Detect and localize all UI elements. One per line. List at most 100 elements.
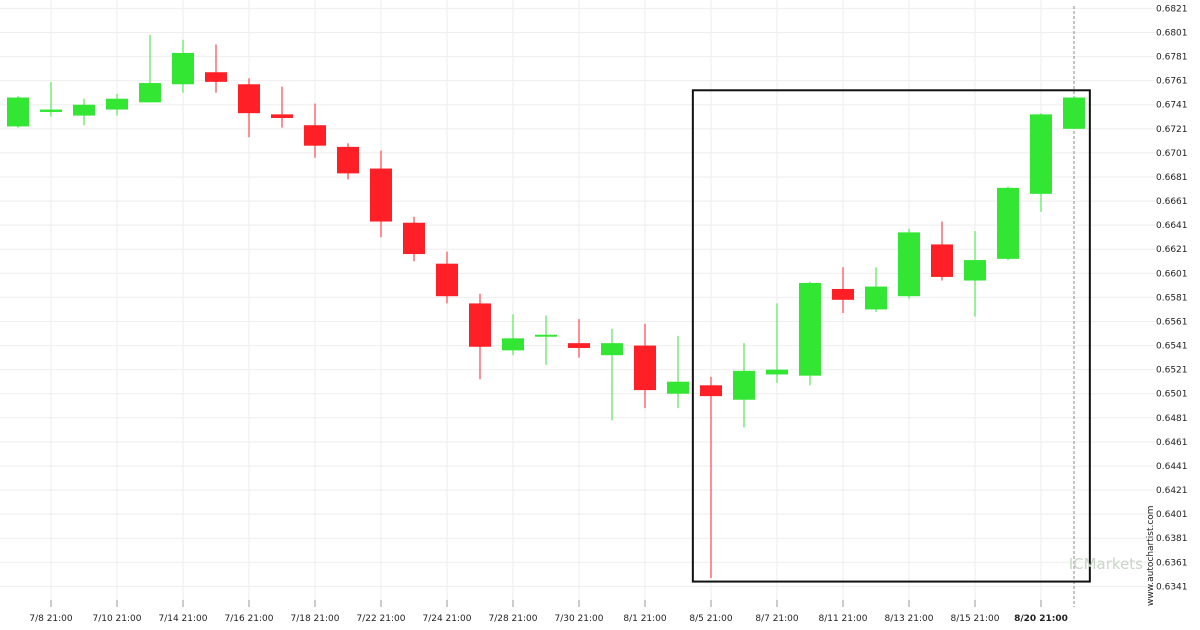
x-tick-label: 7/10 21:00	[92, 614, 141, 624]
candle-body	[502, 338, 524, 351]
candle-body	[535, 334, 557, 337]
candle-bullish	[139, 34, 161, 103]
y-tick-label: 0.6581	[1156, 293, 1188, 303]
candle-bearish	[469, 293, 491, 380]
candle-body	[304, 125, 326, 146]
candle-body	[634, 345, 656, 391]
y-tick-label: 0.6701	[1156, 149, 1188, 159]
x-tick-label: 8/1 21:00	[623, 614, 667, 624]
candle-body	[271, 114, 293, 118]
candle-bullish	[40, 81, 62, 117]
y-tick-label: 0.6461	[1156, 438, 1188, 448]
x-tick-label: 7/30 21:00	[554, 614, 603, 624]
highlight-box	[691, 89, 1091, 583]
x-tick-label: 7/28 21:00	[488, 614, 537, 624]
y-tick-label: 0.6341	[1156, 582, 1188, 592]
y-tick-label: 0.6561	[1156, 317, 1188, 327]
x-tick-label: 8/5 21:00	[689, 614, 733, 624]
y-tick-label: 0.6821	[1156, 4, 1188, 14]
candle-bullish	[997, 186, 1019, 261]
candle-bearish	[700, 376, 722, 578]
y-tick-label: 0.6661	[1156, 197, 1188, 207]
candle-bearish	[304, 103, 326, 158]
candle-bearish	[568, 319, 590, 358]
candle-bullish	[898, 228, 920, 299]
candle-body	[1030, 114, 1052, 194]
candle-bullish	[964, 231, 986, 317]
y-tick-label: 0.6401	[1156, 510, 1188, 520]
candle-body	[601, 343, 623, 356]
candle-body	[733, 370, 755, 400]
y-tick-label: 0.6361	[1156, 558, 1188, 568]
x-tick-label: 7/24 21:00	[422, 614, 471, 624]
candle-bullish	[535, 315, 557, 365]
y-tick-label: 0.6741	[1156, 101, 1188, 111]
y-tick-label: 0.6761	[1156, 77, 1188, 87]
candle-bearish	[436, 251, 458, 304]
y-tick-label: 0.6421	[1156, 486, 1188, 496]
grid-lines	[0, 0, 1155, 607]
candle-body	[1063, 97, 1085, 129]
candle-body	[700, 385, 722, 397]
candle-bullish	[766, 303, 788, 383]
candle-bullish	[1030, 113, 1052, 212]
candle-body	[172, 52, 194, 85]
x-tick-label: 7/8 21:00	[29, 614, 73, 624]
x-axis-labels: 7/8 21:00 7/10 21:00 7/14 21:00 7/16 21:00 7…	[29, 614, 1068, 624]
candle-body	[766, 369, 788, 375]
candle-bullish	[865, 267, 887, 312]
candle-bullish	[601, 328, 623, 421]
candle-bullish	[1063, 96, 1085, 129]
candles	[7, 34, 1085, 578]
x-tick-label: 8/20 21:00	[1014, 614, 1068, 624]
candle-body	[40, 109, 62, 112]
y-tick-label: 0.6801	[1156, 28, 1188, 38]
candle-bearish	[832, 267, 854, 314]
candle-body	[964, 260, 986, 281]
watermark-text: ICMarkets	[1069, 555, 1143, 573]
x-tick-label: 7/14 21:00	[158, 614, 207, 624]
candle-bullish	[172, 39, 194, 93]
x-tick-label: 8/11 21:00	[818, 614, 867, 624]
y-tick-label: 0.6781	[1156, 53, 1188, 63]
candle-bullish	[73, 98, 95, 126]
candle-body	[205, 72, 227, 82]
candle-body	[238, 84, 260, 114]
y-tick-label: 0.6521	[1156, 366, 1188, 376]
y-tick-label: 0.6641	[1156, 221, 1188, 231]
candle-bearish	[271, 86, 293, 128]
candle-bearish	[370, 150, 392, 238]
candle-body	[106, 98, 128, 110]
y-tick-label: 0.6601	[1156, 269, 1188, 279]
candle-body	[370, 168, 392, 222]
watermark: ICMarkets	[1069, 555, 1143, 573]
candle-body	[997, 187, 1019, 259]
candle-body	[403, 222, 425, 255]
y-tick-label: 0.6681	[1156, 173, 1188, 183]
candle-body	[898, 232, 920, 297]
candle-bearish	[238, 78, 260, 138]
y-tick-label: 0.6621	[1156, 245, 1188, 255]
candle-body	[667, 381, 689, 394]
y-tick-label: 0.6541	[1156, 342, 1188, 352]
x-tick-label: 8/7 21:00	[755, 614, 799, 624]
x-tick-label: 7/16 21:00	[224, 614, 273, 624]
candle-body	[73, 104, 95, 116]
candle-body	[469, 303, 491, 347]
y-tick-label: 0.6501	[1156, 390, 1188, 400]
pattern-highlight-rect	[691, 89, 1091, 583]
candle-body	[799, 282, 821, 376]
x-tick-label: 8/15 21:00	[950, 614, 999, 624]
candle-bullish	[799, 281, 821, 386]
candle-bearish	[403, 216, 425, 262]
y-tick-label: 0.6721	[1156, 125, 1188, 135]
candle-bullish	[106, 93, 128, 116]
y-tick-label: 0.6481	[1156, 414, 1188, 424]
candle-body	[436, 263, 458, 297]
x-tick-label: 7/18 21:00	[290, 614, 339, 624]
candle-bearish	[337, 143, 359, 180]
candle-bullish	[667, 335, 689, 409]
candle-bearish	[634, 323, 656, 409]
x-tick-label: 7/22 21:00	[356, 614, 405, 624]
